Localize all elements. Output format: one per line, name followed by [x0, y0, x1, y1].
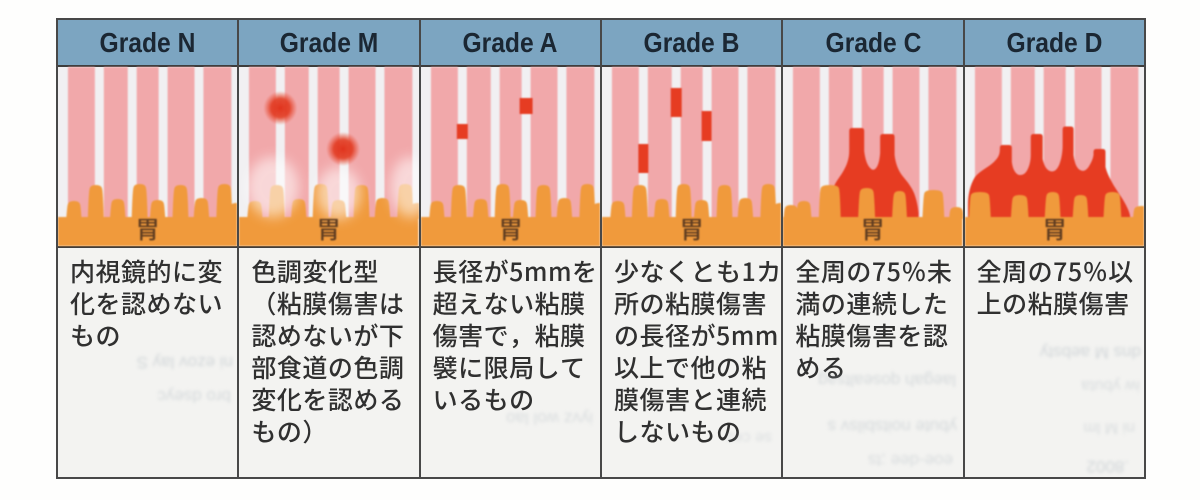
svg-text:胃: 胃	[498, 210, 522, 245]
svg-text:胃: 胃	[136, 210, 160, 245]
svg-text:胃: 胃	[317, 210, 341, 245]
svg-text:胃: 胃	[861, 210, 885, 245]
svg-text:胃: 胃	[680, 210, 704, 245]
svg-text:胃: 胃	[1042, 210, 1066, 245]
